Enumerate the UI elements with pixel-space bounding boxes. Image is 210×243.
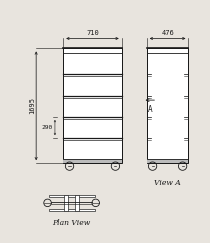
Text: A: A xyxy=(148,105,152,114)
Text: 290: 290 xyxy=(41,125,52,130)
Bar xyxy=(64,194,68,211)
Bar xyxy=(75,194,79,211)
Bar xyxy=(49,194,94,197)
Bar xyxy=(49,209,94,211)
Text: 710: 710 xyxy=(86,30,99,36)
Bar xyxy=(63,49,122,163)
Text: Plan View: Plan View xyxy=(52,218,91,226)
Bar xyxy=(63,159,122,163)
Bar xyxy=(147,159,188,163)
Text: View A: View A xyxy=(154,179,181,187)
Text: 1695: 1695 xyxy=(29,97,35,114)
Bar xyxy=(147,49,188,163)
Text: 476: 476 xyxy=(161,30,174,36)
